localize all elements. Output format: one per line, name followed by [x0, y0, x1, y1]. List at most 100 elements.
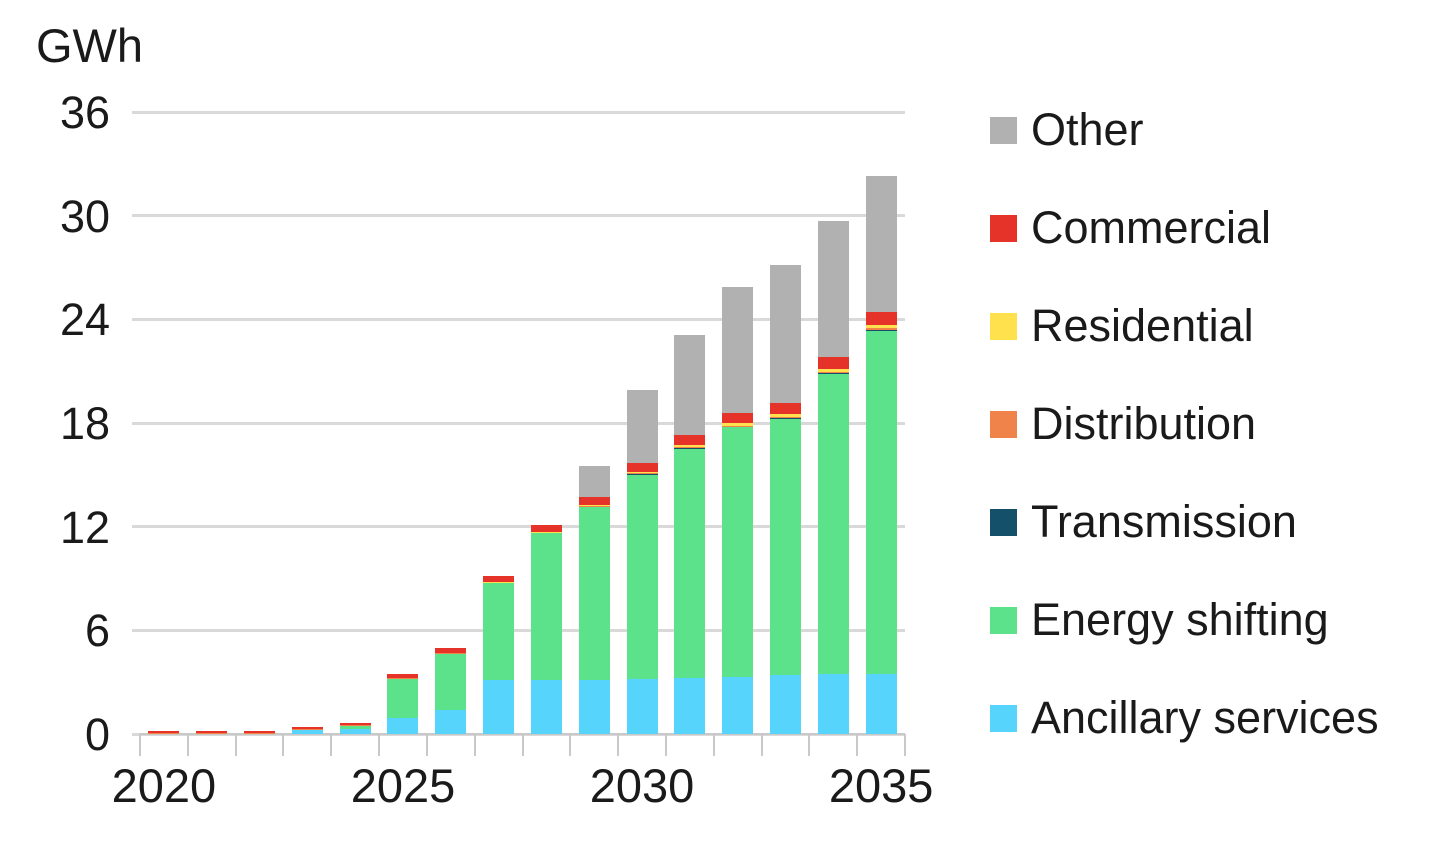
x-axis-tick: [186, 734, 189, 756]
bar-segment-2022-distribution: [244, 733, 276, 734]
y-axis-title: GWh: [36, 19, 144, 72]
bar-segment-2026-commercial: [435, 647, 467, 653]
x-axis-tick: [234, 734, 237, 756]
legend-label-commercial: Commercial: [1031, 202, 1272, 253]
x-axis-tick: [664, 734, 667, 756]
x-axis-tick: [569, 734, 572, 756]
bar-segment-2031-distribution: [674, 446, 706, 448]
bar-2023: [291, 112, 323, 734]
bar-2035: [865, 112, 897, 734]
x-axis-tick: [856, 734, 859, 756]
bar-segment-2033-other: [769, 264, 801, 404]
bar-segment-2034-residential: [817, 369, 849, 373]
bar-segment-2021-distribution: [196, 733, 228, 734]
bar-2027: [483, 112, 515, 734]
bar-segment-2025-commercial: [387, 673, 419, 678]
bar-segment-2029-ancillary-services: [578, 679, 610, 734]
x-axis-tick: [282, 734, 285, 756]
bar-segment-2022-commercial: [244, 731, 276, 734]
legend-item-transmission: Transmission: [990, 495, 1297, 549]
bar-segment-2035-distribution: [865, 328, 897, 330]
bar-segment-2030-other: [626, 390, 658, 463]
bar-segment-2021-commercial: [196, 731, 228, 734]
bar-2020: [148, 112, 180, 734]
bar-segment-2032-transmission: [722, 426, 754, 428]
bar-segment-2030-residential: [626, 471, 658, 474]
legend-item-residential: Residential: [990, 299, 1254, 353]
bar-segment-2029-residential: [578, 505, 610, 506]
bar-segment-2035-transmission: [865, 329, 897, 331]
bar-2021: [196, 112, 228, 734]
legend: Other Commercial Residential Distribution Tr…: [990, 0, 1430, 849]
legend-swatch-energy-shifting: [990, 606, 1017, 634]
bar-segment-2024-ancillary-services: [339, 728, 371, 734]
bar-segment-2033-commercial: [769, 403, 801, 415]
y-axis-tick-label: 30: [59, 190, 110, 242]
x-axis-tick: [712, 734, 715, 756]
bar-2032: [722, 112, 754, 734]
legend-swatch-residential: [990, 312, 1017, 340]
gridline-30: [132, 214, 905, 218]
bar-segment-2028-residential: [530, 531, 562, 533]
y-axis-tick-label: 18: [59, 398, 110, 449]
bar-segment-2023-energy-shifting: [291, 729, 323, 731]
legend-item-other: Other: [990, 103, 1144, 157]
bar-segment-2029-other: [578, 466, 610, 498]
y-axis-tick-label: 6: [84, 605, 110, 657]
legend-label-other: Other: [1031, 104, 1144, 155]
legend-label-energy-shifting: Energy shifting: [1031, 594, 1329, 645]
bar-segment-2034-other: [817, 220, 849, 358]
bar-segment-2034-commercial: [817, 357, 849, 370]
bar-segment-2029-commercial: [578, 497, 610, 506]
legend-item-energy-shifting: Energy shifting: [990, 593, 1329, 647]
y-axis-tick-label: 12: [59, 501, 110, 553]
x-axis-tick-label-2035: 2035: [828, 759, 934, 812]
bar-2030: [626, 112, 658, 734]
gridline-6: [132, 628, 905, 632]
legend-label-ancillary-services: Ancillary services: [1031, 692, 1379, 743]
bar-segment-2023-commercial: [291, 726, 323, 729]
bar-2022: [244, 112, 276, 734]
bar-segment-2029-distribution: [578, 505, 610, 507]
gridline-18: [132, 421, 905, 425]
bar-segment-2034-energy-shifting: [817, 373, 849, 675]
bar-segment-2032-other: [722, 286, 754, 413]
x-axis-tick: [139, 734, 141, 756]
bar-2033: [769, 112, 801, 734]
x-axis-tick-label-2020: 2020: [111, 759, 217, 812]
bar-2025: [387, 112, 419, 734]
bar-segment-2031-other: [674, 334, 706, 436]
bar-segment-2033-distribution: [769, 416, 801, 418]
x-axis-tick: [760, 734, 763, 756]
legend-swatch-transmission: [990, 508, 1017, 536]
bar-segment-2032-energy-shifting: [722, 427, 754, 677]
plot-area: 0 6 12 18 24 30 36 2020 2025 2030 2035: [60, 90, 933, 812]
bar-segment-2030-distribution: [626, 473, 658, 474]
bar-segment-2025-energy-shifting: [387, 678, 419, 719]
y-axis-tick-label: 0: [84, 709, 110, 760]
bar-segment-2033-ancillary-services: [769, 675, 801, 734]
bar-segment-2032-commercial: [722, 412, 754, 423]
bar-segment-2035-commercial: [865, 312, 897, 326]
x-axis-tick: [808, 734, 811, 756]
x-axis-tick: [330, 734, 333, 756]
bar-2031: [674, 112, 706, 734]
bar-segment-2027-ancillary-services: [483, 680, 515, 734]
bar-segment-2034-ancillary-services: [817, 674, 849, 734]
x-axis-tick: [473, 734, 476, 756]
bar-segment-2025-ancillary-services: [387, 718, 419, 734]
bar-segment-2032-residential: [722, 423, 754, 426]
bar-segment-2033-transmission: [769, 417, 801, 419]
legend-item-commercial: Commercial: [990, 201, 1271, 255]
bar-2034: [817, 112, 849, 734]
legend-swatch-ancillary-services: [990, 704, 1017, 732]
bar-segment-2035-residential: [865, 325, 897, 329]
legend-swatch-other: [990, 116, 1017, 144]
bar-segment-2031-residential: [674, 445, 706, 447]
bar-segment-2027-energy-shifting: [483, 582, 515, 681]
bar-segment-2020-commercial: [148, 731, 180, 734]
bar-segment-2035-other: [865, 175, 897, 313]
bar-segment-2030-energy-shifting: [626, 473, 658, 679]
bar-segment-2024-commercial: [339, 722, 371, 726]
